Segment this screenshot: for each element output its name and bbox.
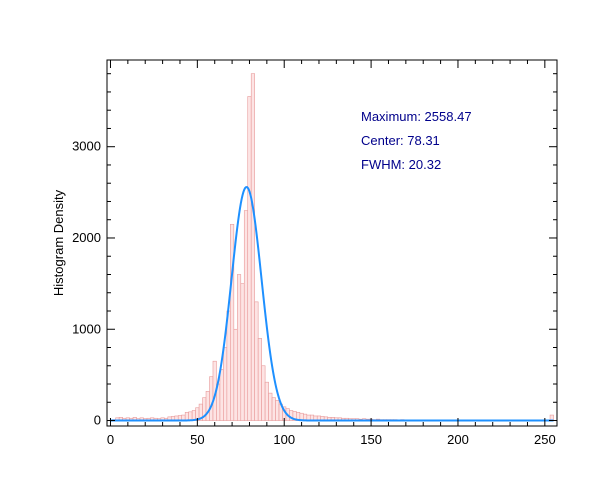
histogram-bar <box>223 347 228 421</box>
histogram-bar <box>230 223 235 421</box>
histogram-bar <box>219 369 224 421</box>
annotations: Maximum: 2558.47 Center: 78.31 FWHM: 20.… <box>361 109 472 172</box>
histogram-bar <box>257 338 262 421</box>
histogram-bar <box>226 310 231 421</box>
histogram-bar <box>250 73 255 421</box>
histogram-bar <box>240 283 245 421</box>
x-tick-label: 0 <box>107 432 114 447</box>
y-tick-label: 3000 <box>72 139 101 154</box>
y-tick-label: 2000 <box>72 230 101 245</box>
x-axis: 0 50 100 150 200 250 <box>107 60 556 447</box>
histogram-bar <box>275 400 280 421</box>
histogram-bar <box>184 412 189 421</box>
histogram-bar <box>233 328 238 421</box>
y-tick-label: 0 <box>94 413 101 428</box>
x-tick-label: 250 <box>534 432 556 447</box>
plot-frame <box>106 59 558 427</box>
histogram-bar <box>261 365 266 421</box>
x-tick-label: 50 <box>190 432 204 447</box>
x-tick-label: 200 <box>447 432 469 447</box>
x-tick-label: 150 <box>360 432 382 447</box>
annotation-maximum: Maximum: 2558.47 <box>361 109 472 124</box>
y-axis: 0 1000 2000 3000 <box>72 73 557 428</box>
y-axis-title: Histogram Density <box>51 189 66 296</box>
gaussian-fit-line <box>110 186 554 422</box>
y-tick-label: 1000 <box>72 321 101 336</box>
histogram-bar <box>188 411 193 421</box>
histogram-bar <box>268 392 273 421</box>
histogram-bar <box>247 96 252 421</box>
histogram-bar <box>205 391 210 421</box>
annotation-center: Center: 78.31 <box>361 133 440 148</box>
histogram-bar <box>209 376 214 421</box>
annotation-fwhm: FWHM: 20.32 <box>361 157 441 172</box>
histogram-bar <box>264 381 269 421</box>
histogram-bar <box>254 301 259 421</box>
histogram-bar <box>271 397 276 421</box>
bars-group <box>111 73 554 421</box>
x-tick-label: 100 <box>273 432 295 447</box>
histogram-bar <box>243 210 249 421</box>
histogram-bar <box>237 274 242 421</box>
